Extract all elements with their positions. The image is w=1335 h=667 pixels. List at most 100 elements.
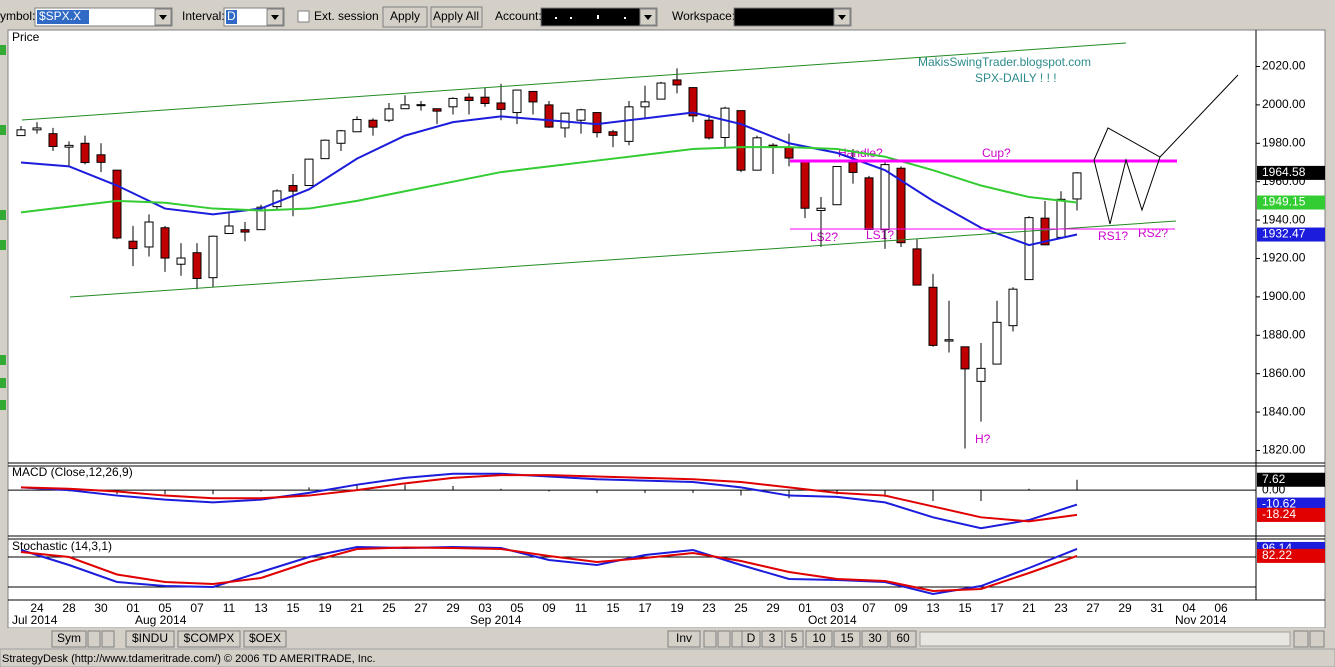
- scroll-button[interactable]: [1293, 630, 1309, 648]
- date-label: 25: [734, 601, 748, 615]
- date-label: 07: [862, 601, 876, 615]
- y-tick-label: 1840.00: [1262, 404, 1306, 418]
- symbol-tab-label: $COMPX: [184, 631, 235, 645]
- scroll-track[interactable]: [919, 631, 1291, 647]
- candle-body: [304, 158, 314, 187]
- symbol-tab-label: $INDU: [132, 631, 168, 645]
- candle-body: [752, 137, 762, 171]
- projection-path: [1093, 74, 1239, 161]
- interval-button[interactable]: [741, 630, 761, 648]
- date-label: 29: [446, 601, 460, 615]
- candle-body: [656, 82, 666, 100]
- symbol-tab[interactable]: [177, 630, 241, 648]
- apply-all-label: Apply All: [433, 9, 479, 23]
- candle-body: [432, 108, 442, 112]
- scroll-button[interactable]: [87, 630, 101, 648]
- inv-button[interactable]: [667, 630, 701, 648]
- date-label: 05: [510, 601, 524, 615]
- scroll-button[interactable]: [717, 630, 731, 648]
- dropdown-arrow: [838, 15, 846, 20]
- interval-button[interactable]: [889, 630, 917, 648]
- candle-body: [368, 119, 378, 128]
- signal-line: [20, 474, 1078, 523]
- apply-all-button[interactable]: [430, 6, 483, 28]
- account-label: Account:: [495, 9, 542, 23]
- left-strip: [0, 30, 8, 628]
- candle-body: [800, 160, 810, 209]
- apply-label: Apply: [390, 9, 420, 23]
- candle-body: [352, 119, 362, 133]
- candle-body: [64, 144, 74, 148]
- account-mask: [555, 15, 626, 19]
- stochastic-title: Stochastic (14,3,1): [12, 539, 112, 553]
- date-label: 17: [990, 601, 1004, 615]
- interval-button-label: 3: [769, 631, 776, 645]
- ext-session-checkbox[interactable]: [297, 10, 310, 23]
- date-label: 05: [158, 601, 172, 615]
- fast-average-label-box: [1257, 227, 1325, 242]
- date-label: 19: [318, 601, 332, 615]
- symbol-tab[interactable]: [125, 630, 175, 648]
- interval-button[interactable]: [761, 630, 783, 648]
- date-label: 28: [62, 601, 76, 615]
- date-label: 27: [1086, 601, 1100, 615]
- date-label: 13: [926, 601, 940, 615]
- date-label: 21: [1022, 601, 1036, 615]
- workspace-label: Workspace:: [672, 9, 735, 23]
- interval-button[interactable]: [861, 630, 889, 648]
- date-label: 19: [670, 601, 684, 615]
- date-label: 06: [1214, 601, 1228, 615]
- symbol-tab[interactable]: [243, 630, 287, 648]
- dropdown-arrow: [159, 15, 167, 20]
- month-label: Aug 2014: [135, 613, 187, 627]
- month-label: Sep 2014: [470, 613, 522, 627]
- last-price-label-box: [1257, 165, 1325, 180]
- apply-button[interactable]: [382, 6, 428, 28]
- date-label: 07: [190, 601, 204, 615]
- scroll-button[interactable]: [101, 630, 115, 648]
- symbol-tab-label: $OEX: [249, 631, 281, 645]
- candle-body: [240, 229, 250, 233]
- month-label: Oct 2014: [808, 613, 857, 627]
- date-label: 01: [798, 601, 812, 615]
- date-label: 03: [478, 601, 492, 615]
- candle-body: [944, 339, 954, 342]
- lower-trendline: [69, 220, 1177, 298]
- candle-body: [848, 161, 858, 173]
- date-label: 15: [958, 601, 972, 615]
- candle-body: [144, 221, 154, 248]
- date-label: 09: [894, 601, 908, 615]
- scroll-button[interactable]: [703, 630, 717, 648]
- candle-body: [688, 87, 698, 117]
- candle-body: [928, 286, 938, 346]
- histogram-label: 7.62: [1262, 472, 1286, 486]
- candle-body: [864, 177, 874, 230]
- projection-path: [1093, 156, 1161, 225]
- slow-average-label: 1949.15: [1262, 195, 1306, 209]
- scroll-button[interactable]: [1309, 630, 1325, 648]
- signal-label-box: [1257, 507, 1325, 522]
- price-title: Price: [12, 30, 40, 44]
- interval-button[interactable]: [833, 630, 861, 648]
- upper-trendline: [21, 42, 1127, 121]
- interval-button[interactable]: [805, 630, 833, 648]
- date-label: 11: [223, 601, 236, 615]
- sym-button[interactable]: [51, 630, 87, 648]
- workspace-input[interactable]: [733, 7, 852, 27]
- candle-body: [640, 101, 650, 108]
- y-tick-label: 1900.00: [1262, 289, 1306, 303]
- candle-body: [464, 96, 474, 102]
- y-tick-label: 1940.00: [1262, 212, 1306, 226]
- candle-body: [112, 169, 122, 239]
- rs2-annotation: RS2?: [1138, 226, 1168, 240]
- date-label: 01: [126, 601, 140, 615]
- candle-body: [1008, 288, 1018, 327]
- interval-button[interactable]: [784, 630, 804, 648]
- y-tick-label: 1920.00: [1262, 251, 1306, 265]
- scrollbar[interactable]: [1326, 30, 1335, 628]
- y-tick-label: 1980.00: [1262, 135, 1306, 149]
- interval-button-label: D: [747, 631, 756, 645]
- interval-button-label: 15: [840, 631, 854, 645]
